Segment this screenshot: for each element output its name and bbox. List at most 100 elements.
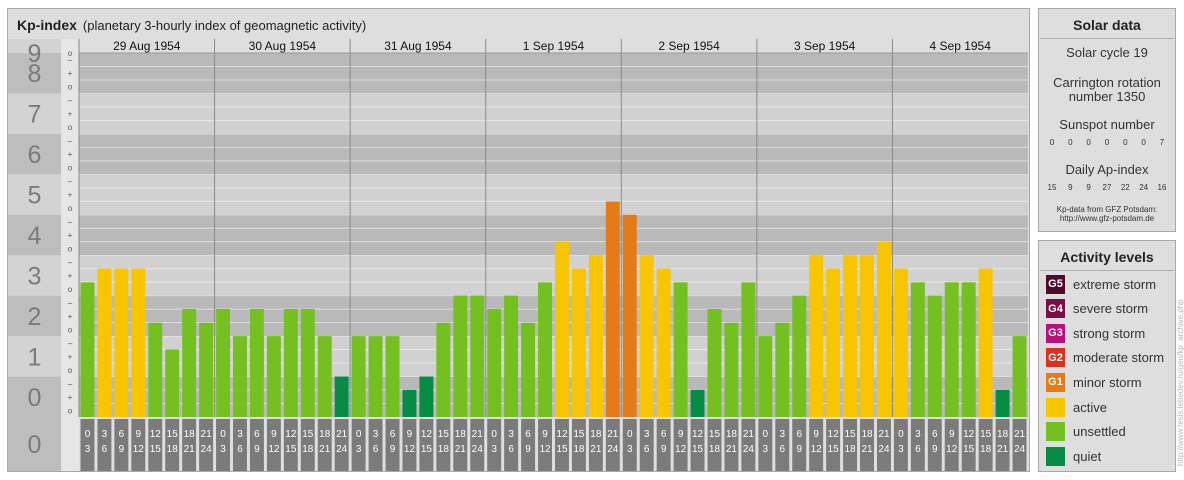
y-minor-mark: – xyxy=(68,177,73,186)
y-minor-mark: o xyxy=(68,123,73,132)
interval-start-label: 18 xyxy=(319,429,331,440)
kp-bar xyxy=(436,322,451,417)
interval-cell xyxy=(775,419,790,471)
interval-cell xyxy=(927,419,942,471)
kp-bar xyxy=(368,336,383,417)
interval-end-label: 24 xyxy=(336,444,348,455)
legend-label: moderate storm xyxy=(1073,350,1165,366)
credit-link[interactable]: http://www.gfz-potsdam.de xyxy=(1059,214,1155,223)
kp-bar xyxy=(809,255,824,417)
interval-start-label: 6 xyxy=(390,429,396,440)
interval-end-label: 6 xyxy=(644,444,650,455)
y-minor-mark: – xyxy=(68,218,73,227)
interval-cell xyxy=(419,419,434,471)
solar-cycle: Solar cycle 19 xyxy=(1066,45,1148,60)
interval-start-label: 6 xyxy=(254,429,260,440)
day-label: 29 Aug 1954 xyxy=(113,39,181,53)
interval-end-label: 15 xyxy=(692,444,704,455)
y-minor-mark: – xyxy=(68,56,73,65)
interval-start-label: 6 xyxy=(525,429,531,440)
interval-cell xyxy=(724,419,739,471)
kp-bar xyxy=(775,322,790,417)
kp-bar xyxy=(80,282,95,417)
interval-end-label: 12 xyxy=(946,444,958,455)
interval-cell xyxy=(131,419,146,471)
legend-swatch xyxy=(1046,397,1065,417)
y-minor-mark: – xyxy=(68,96,73,105)
interval-cell xyxy=(910,419,925,471)
day-label: 1 Sep 1954 xyxy=(523,39,585,53)
kp-bar xyxy=(978,268,993,417)
legend-swatch xyxy=(1046,446,1065,466)
interval-start-label: 9 xyxy=(542,429,548,440)
kp-bar xyxy=(402,389,417,417)
interval-cell xyxy=(233,419,247,471)
interval-end-label: 9 xyxy=(796,444,802,455)
interval-start-label: 18 xyxy=(184,429,196,440)
interval-start-label: 18 xyxy=(455,429,467,440)
y-tick-label: 1 xyxy=(28,343,42,371)
interval-start-label: 21 xyxy=(336,429,348,440)
axis-band xyxy=(8,174,61,215)
y-minor-mark: + xyxy=(68,150,73,159)
kp-bar xyxy=(317,336,332,417)
interval-end-label: 21 xyxy=(861,444,873,455)
interval-start-label: 0 xyxy=(85,429,91,440)
legend-item-extreme-storm: G5 extreme storm xyxy=(1046,274,1156,294)
interval-start-label: 12 xyxy=(963,429,975,440)
interval-cell xyxy=(487,419,502,471)
interval-cell xyxy=(995,419,1010,471)
interval-cell xyxy=(521,419,536,471)
interval-cell xyxy=(758,419,773,471)
y-minor-mark: – xyxy=(68,298,73,307)
interval-start-label: 9 xyxy=(949,429,955,440)
interval-cell xyxy=(707,419,722,471)
legend-label: extreme storm xyxy=(1073,276,1157,292)
legend-label: active xyxy=(1073,399,1107,415)
sunspot-value: 7 xyxy=(1159,138,1165,147)
kp-bar xyxy=(605,201,620,417)
interval-end-label: 3 xyxy=(898,444,904,455)
kp-bar xyxy=(114,268,129,417)
interval-end-label: 12 xyxy=(811,444,823,455)
interval-end-label: 12 xyxy=(539,444,551,455)
interval-end-label: 18 xyxy=(980,444,992,455)
interval-start-label: 0 xyxy=(898,429,904,440)
kp-bar xyxy=(216,309,231,417)
interval-cell xyxy=(741,419,756,471)
legend-label: severe storm xyxy=(1073,301,1149,317)
axis-band xyxy=(8,376,61,417)
interval-end-label: 24 xyxy=(1014,444,1026,455)
legend-item-severe-storm: G4 severe storm xyxy=(1046,299,1148,319)
legend-label: strong storm xyxy=(1073,325,1146,341)
kp-bar xyxy=(673,282,688,417)
y-minor-mark: o xyxy=(68,244,73,253)
interval-end-label: 18 xyxy=(573,444,585,455)
kp-bar xyxy=(893,268,908,417)
interval-cell xyxy=(1012,419,1027,471)
y-minor-mark: o xyxy=(68,285,73,294)
interval-cell xyxy=(351,419,366,471)
interval-cell xyxy=(978,419,993,471)
y-minor-mark: + xyxy=(68,110,73,119)
interval-end-label: 9 xyxy=(119,444,125,455)
ap-value: 9 xyxy=(1086,183,1091,192)
y-minor-mark: o xyxy=(68,164,73,173)
legend-item-moderate-storm: G2 moderate storm xyxy=(1046,348,1164,368)
interval-cell xyxy=(571,419,586,471)
interval-cell xyxy=(639,419,654,471)
interval-cell xyxy=(368,419,383,471)
kp-band xyxy=(79,53,1028,94)
y-minor-mark: + xyxy=(68,231,73,240)
activity-levels-panel: Activity levels G5 extreme storm G4 severe … xyxy=(1038,240,1176,472)
interval-end-label: 6 xyxy=(373,444,379,455)
interval-end-label: 6 xyxy=(508,444,514,455)
interval-cell xyxy=(453,419,468,471)
kp-bar xyxy=(707,309,722,417)
interval-start-label: 21 xyxy=(472,429,484,440)
interval-start-label: 3 xyxy=(102,429,108,440)
axis-band xyxy=(8,53,61,94)
interval-cell xyxy=(470,419,485,471)
sunspot-value: 0 xyxy=(1049,138,1055,147)
kp-bar xyxy=(860,255,874,417)
